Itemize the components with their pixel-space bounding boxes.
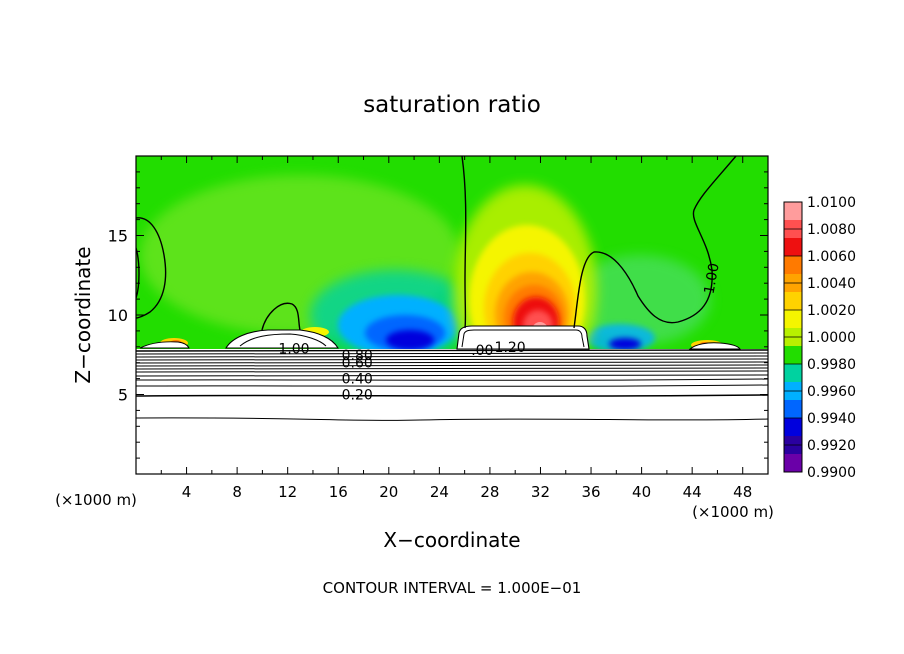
colorbar-label: 1.0100 xyxy=(807,195,856,211)
x-axis-label: X−coordinate xyxy=(383,528,520,552)
contour-label: 0.40 xyxy=(342,372,373,388)
colorbar-label: 1.0000 xyxy=(807,330,856,346)
colorbar-label: 0.9900 xyxy=(807,465,856,481)
x-unit-right: (×1000 m) xyxy=(692,503,774,521)
colorbar: 1.0100 1.0080 1.0060 1.0040 1.0020 1.0000 0.99… xyxy=(783,195,856,481)
x-tick-label: 12 xyxy=(278,483,297,501)
x-tick-label: 16 xyxy=(329,483,348,501)
x-axis-ticks: 4 8 12 16 20 24 28 32 36 40 44 48 xyxy=(160,156,752,501)
contour-interval-note: CONTOUR INTERVAL = 1.000E−01 xyxy=(323,579,582,597)
colorbar-label: 0.9940 xyxy=(807,411,856,427)
y-tick-label: 15 xyxy=(108,227,128,246)
x-tick-label: 20 xyxy=(379,483,398,501)
y-tick-label: 5 xyxy=(118,386,128,405)
colorbar-segment xyxy=(784,346,802,365)
y-tick-label: 10 xyxy=(108,306,128,325)
colorbar-segment xyxy=(784,256,802,275)
contour-label: 0.20 xyxy=(342,388,373,404)
negative-anomaly xyxy=(310,270,655,360)
x-tick-label: 36 xyxy=(581,483,600,501)
cloud-patches xyxy=(139,325,741,350)
colorbar-label: 1.0080 xyxy=(807,222,856,238)
colorbar-segment xyxy=(784,292,802,311)
contour-label: 1.00 xyxy=(702,262,723,295)
chart-title: saturation ratio xyxy=(363,92,541,118)
y-axis-ticks: 5 10 15 xyxy=(108,171,768,459)
plot-area xyxy=(136,156,768,474)
x-tick-label: 24 xyxy=(430,483,449,501)
colorbar-segment xyxy=(784,310,802,329)
colorbar-segment xyxy=(784,418,802,437)
contours-1-00 xyxy=(136,156,737,331)
colorbar-label: 0.9960 xyxy=(807,384,856,400)
x-tick-label: 40 xyxy=(632,483,651,501)
x-tick-label: 28 xyxy=(480,483,499,501)
x-tick-label: 8 xyxy=(232,483,242,501)
colorbar-label: 0.9980 xyxy=(807,357,856,373)
contour-label: 0.80 xyxy=(342,348,373,364)
colorbar-label: 1.0040 xyxy=(807,276,856,292)
colorbar-segment xyxy=(784,364,802,383)
contour-label: 0.60 xyxy=(342,356,373,372)
contour-label: 1.00 xyxy=(278,341,309,357)
colorbar-segment xyxy=(784,202,802,221)
colorbar-segment xyxy=(784,400,802,419)
x-tick-label: 4 xyxy=(182,483,192,501)
colorbar-segment xyxy=(784,454,802,473)
colorbar-label: 1.0060 xyxy=(807,249,856,265)
lower-layer xyxy=(136,349,768,474)
contour-label: 1.20 xyxy=(495,340,526,356)
colorbar-label: 1.0020 xyxy=(807,303,856,319)
x-tick-label: 44 xyxy=(683,483,702,501)
x-tick-label: 48 xyxy=(733,483,752,501)
contours-layer xyxy=(136,349,768,421)
contour-label: .00 xyxy=(471,343,493,359)
colorbar-label: 0.9920 xyxy=(807,438,856,454)
x-unit-left: (×1000 m) xyxy=(55,491,137,509)
x-tick-label: 32 xyxy=(531,483,550,501)
contour-labels: 1.00 0.800.600.400.20 .00 1.20 1.00 xyxy=(278,262,722,404)
y-axis-label: Z−coordinate xyxy=(71,246,95,383)
colorbar-segment xyxy=(784,238,802,257)
